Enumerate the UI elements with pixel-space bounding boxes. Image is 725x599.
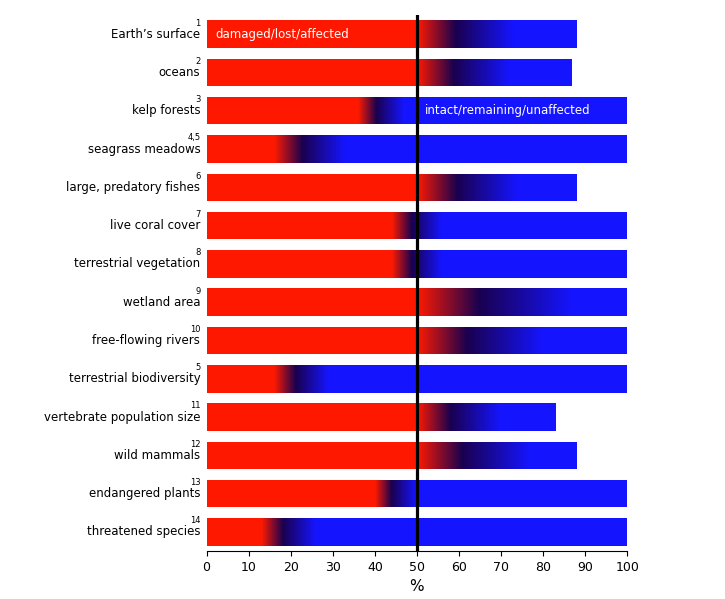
Text: terrestrial vegetation: terrestrial vegetation (74, 258, 200, 270)
Text: wild mammals: wild mammals (115, 449, 200, 462)
Bar (531, 441, 576, 469)
Bar (510, 59, 573, 86)
Text: 8: 8 (195, 248, 200, 258)
Text: 9: 9 (195, 286, 200, 295)
Bar (316, 518, 627, 546)
Bar (207, 518, 261, 546)
Bar (442, 212, 627, 240)
Text: large, predatory fishes: large, predatory fishes (66, 181, 200, 194)
Text: 13: 13 (190, 478, 200, 487)
Text: 10: 10 (190, 325, 200, 334)
Text: threatened species: threatened species (87, 525, 200, 539)
Bar (207, 480, 375, 507)
Text: kelp forests: kelp forests (132, 104, 200, 117)
Bar (207, 174, 417, 201)
Bar (513, 20, 576, 48)
Bar (518, 174, 576, 201)
Text: 12: 12 (190, 440, 200, 449)
Text: intact/remaining/unaffected: intact/remaining/unaffected (426, 104, 591, 117)
Bar (207, 59, 417, 86)
Bar (345, 135, 627, 163)
Bar (207, 365, 274, 392)
Bar (207, 20, 417, 48)
Text: 3: 3 (195, 95, 200, 104)
Bar (207, 288, 417, 316)
Bar (207, 250, 392, 278)
Bar (328, 365, 627, 392)
Text: damaged/lost/affected: damaged/lost/affected (215, 28, 349, 41)
Bar (207, 403, 417, 431)
Text: live coral cover: live coral cover (110, 219, 200, 232)
Text: 2: 2 (195, 57, 200, 66)
Bar (207, 97, 358, 125)
Bar (207, 326, 417, 354)
Bar (207, 441, 417, 469)
Bar (207, 135, 274, 163)
Bar (207, 212, 392, 240)
Text: 7: 7 (195, 210, 200, 219)
Text: Earth’s surface: Earth’s surface (111, 28, 200, 41)
Text: 5: 5 (195, 363, 200, 372)
Text: free-flowing rivers: free-flowing rivers (93, 334, 200, 347)
Text: vertebrate population size: vertebrate population size (44, 410, 200, 423)
Text: 14: 14 (190, 516, 200, 525)
Bar (543, 326, 627, 354)
Text: 11: 11 (190, 401, 200, 410)
Text: oceans: oceans (159, 66, 200, 79)
X-axis label: %: % (410, 579, 424, 594)
Text: 6: 6 (195, 172, 200, 181)
Bar (405, 97, 627, 125)
Bar (501, 403, 555, 431)
Text: 4,5: 4,5 (187, 134, 200, 143)
Bar (573, 288, 627, 316)
Text: seagrass meadows: seagrass meadows (88, 143, 200, 156)
Bar (442, 250, 627, 278)
Text: endangered plants: endangered plants (89, 487, 200, 500)
Text: terrestrial biodiversity: terrestrial biodiversity (69, 372, 200, 385)
Text: 1: 1 (195, 19, 200, 28)
Text: wetland area: wetland area (123, 296, 200, 308)
Bar (417, 480, 627, 507)
